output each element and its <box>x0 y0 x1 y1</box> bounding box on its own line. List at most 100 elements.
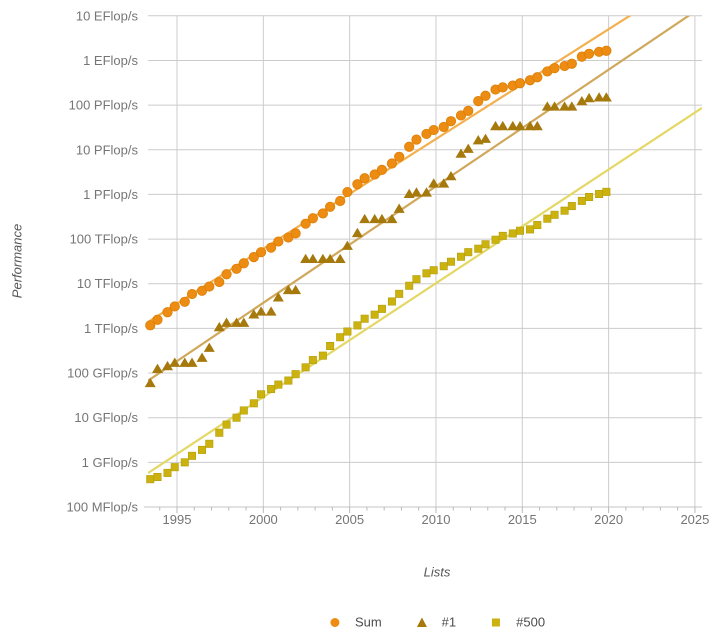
sum-point[interactable] <box>480 90 491 101</box>
sum-point[interactable] <box>514 78 526 89</box>
no500-point[interactable] <box>198 445 207 454</box>
no1-point[interactable] <box>151 363 163 373</box>
no1-point[interactable] <box>169 357 181 367</box>
no500-point[interactable] <box>498 231 507 240</box>
sum-point[interactable] <box>549 63 560 74</box>
no500-point[interactable] <box>412 275 421 284</box>
sum-point[interactable] <box>204 281 215 292</box>
no500-point[interactable] <box>602 187 611 196</box>
sum-point[interactable] <box>601 45 612 56</box>
no500-point[interactable] <box>188 451 197 460</box>
sum-point[interactable] <box>532 72 543 83</box>
sum-point[interactable] <box>438 121 449 133</box>
no1-point[interactable] <box>490 120 502 131</box>
no1-point[interactable] <box>359 213 371 224</box>
no500-point[interactable] <box>387 297 396 306</box>
no500-point[interactable] <box>474 244 483 253</box>
no1-point[interactable] <box>213 321 225 332</box>
no500-point[interactable] <box>550 210 559 219</box>
no1-point[interactable] <box>455 148 467 158</box>
sum-point[interactable] <box>325 201 336 212</box>
sum-point[interactable] <box>152 314 163 325</box>
sum-point[interactable] <box>186 288 198 300</box>
no500-point[interactable] <box>508 229 517 238</box>
no500-point[interactable] <box>516 226 525 235</box>
no500-point[interactable] <box>153 472 162 481</box>
no500-point[interactable] <box>326 342 335 351</box>
no1-point[interactable] <box>341 240 353 250</box>
no500-point[interactable] <box>353 321 362 330</box>
no1-point[interactable] <box>497 120 509 131</box>
no1-point[interactable] <box>179 357 191 367</box>
no1-point[interactable] <box>410 187 422 197</box>
sum-point[interactable] <box>583 48 595 59</box>
sum-point[interactable] <box>255 247 267 258</box>
no1-point[interactable] <box>282 284 294 295</box>
no1-point[interactable] <box>393 203 405 213</box>
no1-point[interactable] <box>445 170 457 181</box>
no500-point[interactable] <box>274 380 283 389</box>
sum-point[interactable] <box>445 116 457 127</box>
sum-point[interactable] <box>214 276 225 288</box>
sum-point[interactable] <box>359 173 370 184</box>
no1-point[interactable] <box>541 101 553 111</box>
sum-point[interactable] <box>404 141 415 152</box>
no1-point[interactable] <box>480 133 492 143</box>
no1-point[interactable] <box>221 317 233 327</box>
sum-point[interactable] <box>497 82 508 93</box>
no1-point[interactable] <box>300 253 312 264</box>
no1-point[interactable] <box>376 213 388 224</box>
no1-point[interactable] <box>248 309 260 319</box>
no500-point[interactable] <box>567 202 576 211</box>
sum-point[interactable] <box>386 158 398 169</box>
no1-point[interactable] <box>369 213 381 224</box>
no500-point[interactable] <box>180 458 189 467</box>
no1-point[interactable] <box>290 284 302 295</box>
no1-point[interactable] <box>559 101 571 111</box>
no500-point[interactable] <box>456 252 465 261</box>
no500-point[interactable] <box>284 376 293 385</box>
sum-point[interactable] <box>369 169 380 180</box>
no1-point[interactable] <box>549 101 561 111</box>
sum-point[interactable] <box>248 252 259 263</box>
no500-point[interactable] <box>308 356 317 365</box>
no1-point[interactable] <box>386 213 398 224</box>
no1-point[interactable] <box>334 253 346 264</box>
sum-point[interactable] <box>162 307 173 318</box>
no1-point[interactable] <box>307 253 319 264</box>
no500-point[interactable] <box>422 269 431 278</box>
sum-point[interactable] <box>342 186 353 198</box>
no1-point[interactable] <box>196 352 208 362</box>
sum-point[interactable] <box>265 242 277 253</box>
sum-point[interactable] <box>428 124 439 136</box>
no500-point[interactable] <box>560 206 569 215</box>
sum-point[interactable] <box>290 228 301 239</box>
no500-point[interactable] <box>585 193 594 202</box>
no1-point[interactable] <box>324 253 336 264</box>
no500-point[interactable] <box>318 351 327 360</box>
sum-point[interactable] <box>179 296 190 307</box>
sum-point[interactable] <box>317 208 328 219</box>
no500-point[interactable] <box>232 413 241 422</box>
no1-point[interactable] <box>162 360 174 371</box>
no500-point[interactable] <box>336 333 345 342</box>
sum-point[interactable] <box>145 320 156 331</box>
no1-point[interactable] <box>583 92 595 103</box>
no500-point[interactable] <box>577 196 586 205</box>
sum-point[interactable] <box>376 164 388 176</box>
sum-point[interactable] <box>473 95 484 107</box>
no500-point[interactable] <box>170 463 179 472</box>
no500-point[interactable] <box>301 363 310 372</box>
no1-point[interactable] <box>420 187 432 197</box>
sum-point[interactable] <box>566 58 577 69</box>
sum-point[interactable] <box>273 236 284 247</box>
no1-point[interactable] <box>186 357 198 367</box>
no500-point[interactable] <box>533 221 542 230</box>
sum-point[interactable] <box>231 263 242 274</box>
no500-point[interactable] <box>267 385 276 394</box>
no500-point[interactable] <box>491 235 500 244</box>
sum-point[interactable] <box>238 258 249 269</box>
no500-point[interactable] <box>257 390 266 399</box>
no500-point[interactable] <box>163 468 172 477</box>
no500-point[interactable] <box>377 304 386 313</box>
